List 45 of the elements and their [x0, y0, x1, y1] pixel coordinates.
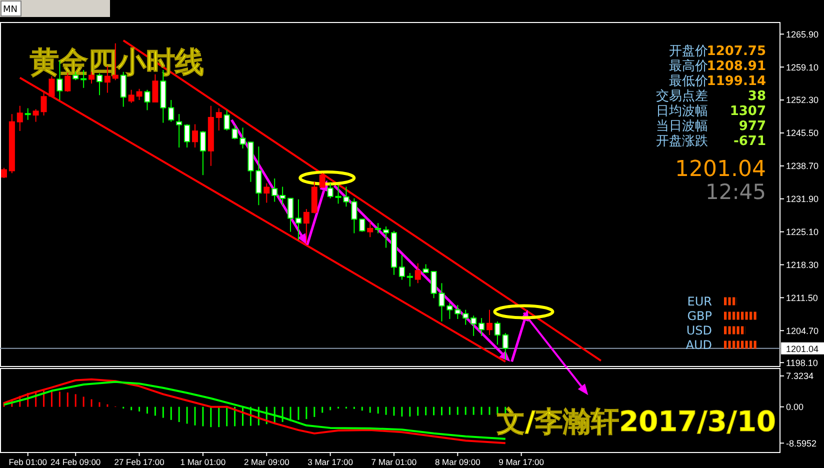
y-tick-label: USD — [686, 324, 712, 338]
y-tick-label: 7.3234 — [786, 371, 814, 382]
annotation: 日均波幅 — [656, 104, 708, 119]
annotation: 12:45 — [705, 180, 766, 204]
y-tick-label: 1225.10 — [786, 226, 819, 237]
x-tick-label: 27 Feb 17:00 — [114, 457, 165, 467]
x-tick-label: 8 Mar 09:00 — [434, 457, 481, 467]
annotation: 当日波幅 — [656, 119, 708, 134]
y-tick-label: GBP — [687, 309, 712, 324]
annotation: 38 — [748, 89, 766, 104]
y-tick-label: 1211.50 — [786, 292, 818, 303]
annotation: -671 — [733, 134, 766, 149]
y-tick-label: 0.00 — [786, 402, 804, 412]
annotation: 开盘价 — [669, 44, 708, 59]
annotation: 最低价 — [669, 74, 708, 89]
x-tick-label: 9 Mar 17:00 — [498, 457, 544, 467]
y-tick-label: EUR — [687, 294, 712, 309]
x-tick-label: 1 Mar 01:00 — [180, 457, 226, 467]
y-tick-label: 1204.70 — [786, 326, 819, 336]
x-tick-label: 2 Mar 09:00 — [244, 457, 290, 467]
y-tick-label: 1218.30 — [786, 260, 819, 270]
annotation: 最高价 — [669, 58, 708, 74]
x-tick-label: 3 Mar 17:00 — [308, 457, 354, 467]
y-tick-label: 1238.70 — [786, 161, 819, 172]
x-tick-label: 7 Mar 01:00 — [371, 457, 417, 467]
annotation: 1207.75 — [706, 44, 766, 59]
y-tick-label: 1198.10 — [786, 358, 818, 368]
annotation: 1201.04 — [675, 157, 766, 182]
x-tick-label: 24 Feb 09:00 — [50, 457, 101, 467]
annotation: 1199.14 — [706, 74, 766, 89]
annotation: 1208.91 — [706, 59, 766, 74]
y-tick-label: -8.5952 — [786, 438, 817, 448]
text: MN — [3, 5, 18, 15]
annotation: 交易点差 — [656, 88, 708, 104]
y-tick-label: 1245.50 — [786, 128, 819, 138]
annotation: 1307 — [730, 104, 766, 119]
x-tick-label: Feb 01:00 — [8, 457, 48, 467]
y-tick-label: 1259.10 — [786, 62, 819, 72]
ref-line-label: 1201.04 — [786, 344, 819, 354]
y-tick-label: 1231.90 — [786, 194, 819, 204]
annotation: 977 — [738, 119, 766, 134]
annotation: 文/李瀚轩2017/3/10 — [496, 405, 776, 438]
annotation: 开盘涨跌 — [656, 134, 708, 149]
y-tick-label: 1252.30 — [786, 95, 819, 106]
y-tick-label: 1265.90 — [786, 29, 819, 40]
